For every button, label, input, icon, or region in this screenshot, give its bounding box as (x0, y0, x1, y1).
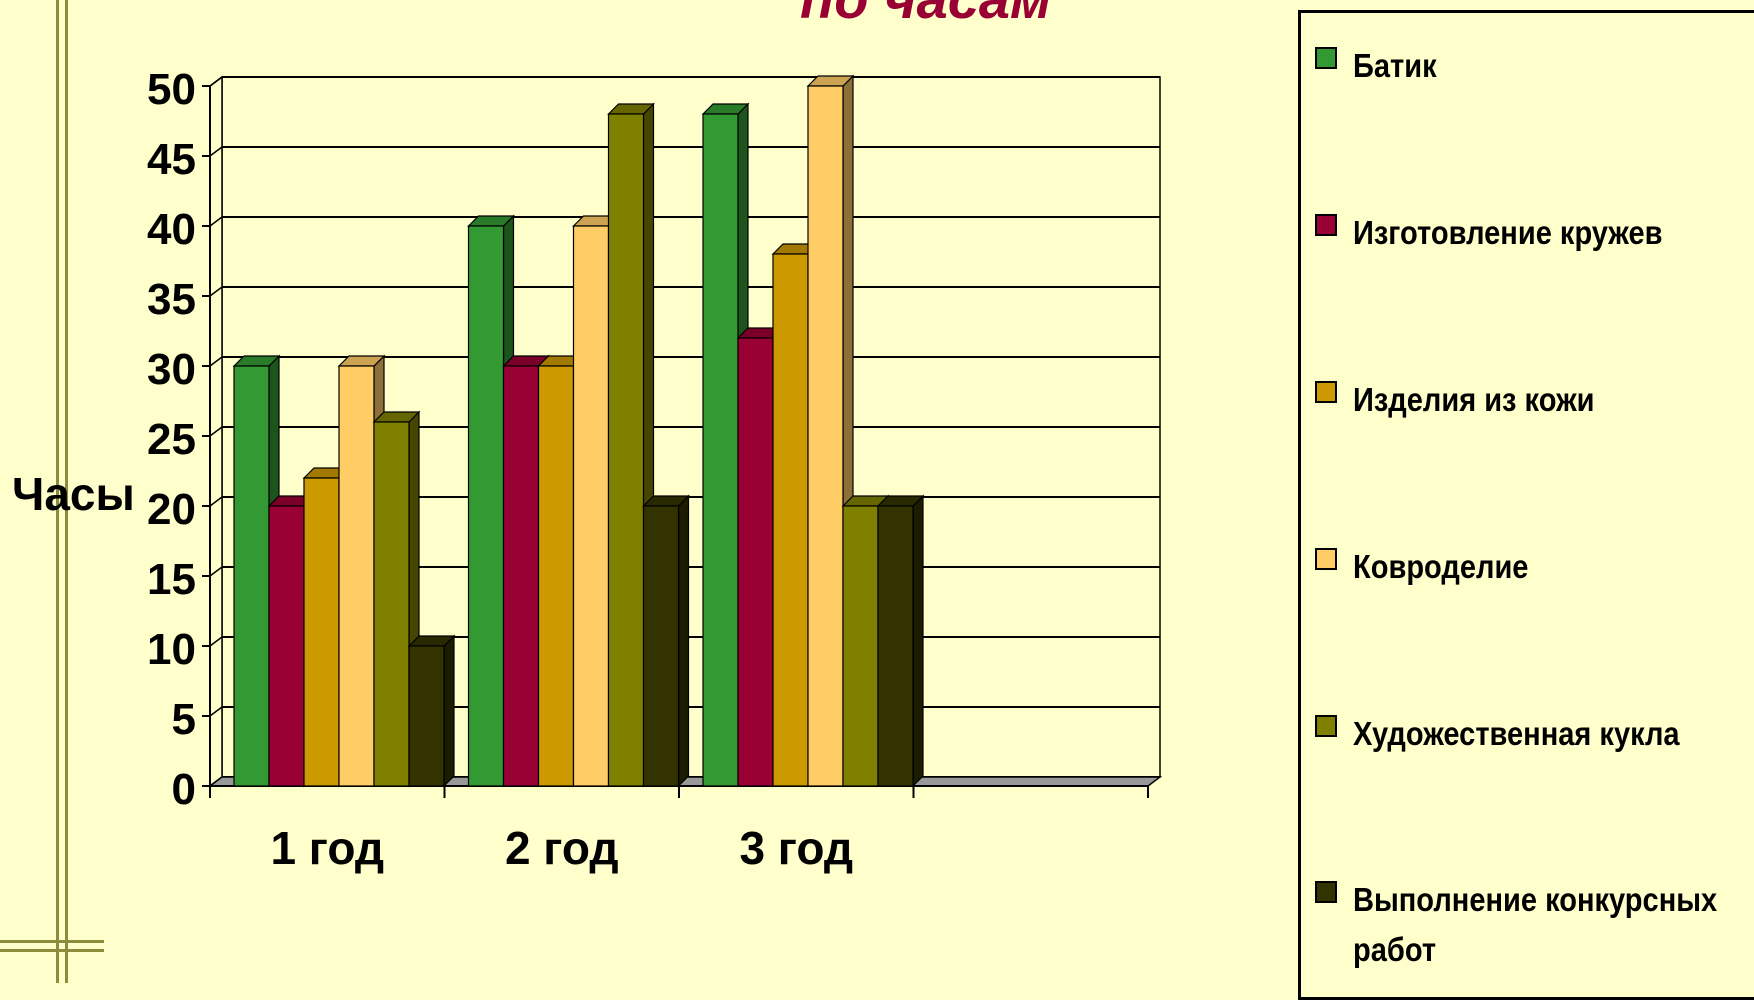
y-tick-label: 40 (147, 205, 196, 254)
y-tick-label: 50 (147, 65, 196, 114)
bar (537, 365, 575, 787)
legend-item: Выполнение конкурсных работ (1315, 875, 1754, 975)
bar (842, 505, 879, 787)
chart-title: по часам (800, 0, 1051, 31)
decorative-border-corner (56, 940, 104, 983)
bar (233, 365, 270, 787)
y-tick-label: 25 (147, 415, 196, 464)
bar-side (912, 494, 924, 788)
gridline-depth (209, 76, 223, 87)
legend-swatch (1315, 881, 1337, 903)
y-tick-label: 0 (172, 765, 196, 814)
legend-label: Батик (1353, 47, 1437, 84)
bar (702, 113, 739, 787)
gridline-depth (209, 706, 223, 717)
bar (338, 365, 375, 787)
bar (502, 365, 540, 787)
legend-item: Художественная кукла (1315, 709, 1754, 759)
gridline-depth (209, 496, 223, 507)
gridline-depth (209, 216, 223, 227)
bar (467, 225, 505, 787)
legend-item: Батик (1315, 41, 1754, 91)
legend-label: Изделия из кожи (1353, 381, 1595, 418)
legend-item: Ковроделие (1315, 542, 1754, 592)
bar (877, 505, 914, 787)
bar-side (677, 494, 690, 788)
y-tick-label: 20 (147, 485, 196, 534)
y-tick-label: 45 (147, 135, 196, 184)
bar (303, 477, 340, 787)
y-tick-label: 10 (147, 625, 196, 674)
bar (268, 505, 305, 787)
gridline-depth (209, 146, 223, 157)
y-tick-label: 5 (172, 695, 196, 744)
gridline-depth (209, 356, 223, 367)
x-tick-label: 2 год (505, 822, 619, 874)
gridline-depth (209, 636, 223, 647)
x-tick-label: 3 год (739, 822, 853, 874)
bar (572, 225, 610, 787)
y-tick-label: 30 (147, 345, 196, 394)
bar (772, 253, 809, 787)
decorative-border-vertical (56, 0, 68, 983)
bar (607, 113, 645, 787)
legend-item: Изделия из кожи (1315, 375, 1754, 425)
gridline-depth (209, 566, 223, 577)
legend-label: Ковроделие (1353, 548, 1529, 585)
bar-side (443, 634, 455, 788)
bar (737, 337, 774, 787)
x-tick-label: 1 год (270, 822, 384, 874)
chart-legend: Батик Изготовление кружев Изделия из кожи К… (1298, 10, 1754, 1000)
legend-label: Выполнение конкурсных работ (1353, 881, 1718, 968)
legend-swatch (1315, 214, 1337, 236)
legend-swatch (1315, 548, 1337, 570)
legend-item: Изготовление кружев (1315, 208, 1754, 258)
bar (642, 505, 680, 787)
gridline-depth (209, 426, 223, 437)
y-tick-label: 35 (147, 275, 196, 324)
y-tick-label: 15 (147, 555, 196, 604)
gridline-depth (209, 286, 223, 297)
legend-swatch (1315, 715, 1337, 737)
bar (373, 421, 410, 787)
legend-swatch (1315, 381, 1337, 403)
bar-chart: 0 5 10 15 20 25 30 35 40 45 50 1 год 2 год 3 год Часы (12, 65, 1163, 874)
decorative-border-horizontal (0, 940, 104, 952)
legend-swatch (1315, 47, 1337, 69)
bar (807, 85, 844, 787)
bar (408, 645, 445, 787)
legend-label: Художественная кукла (1353, 715, 1680, 752)
y-axis-label: Часы (12, 468, 135, 520)
legend-label: Изготовление кружев (1353, 214, 1663, 251)
